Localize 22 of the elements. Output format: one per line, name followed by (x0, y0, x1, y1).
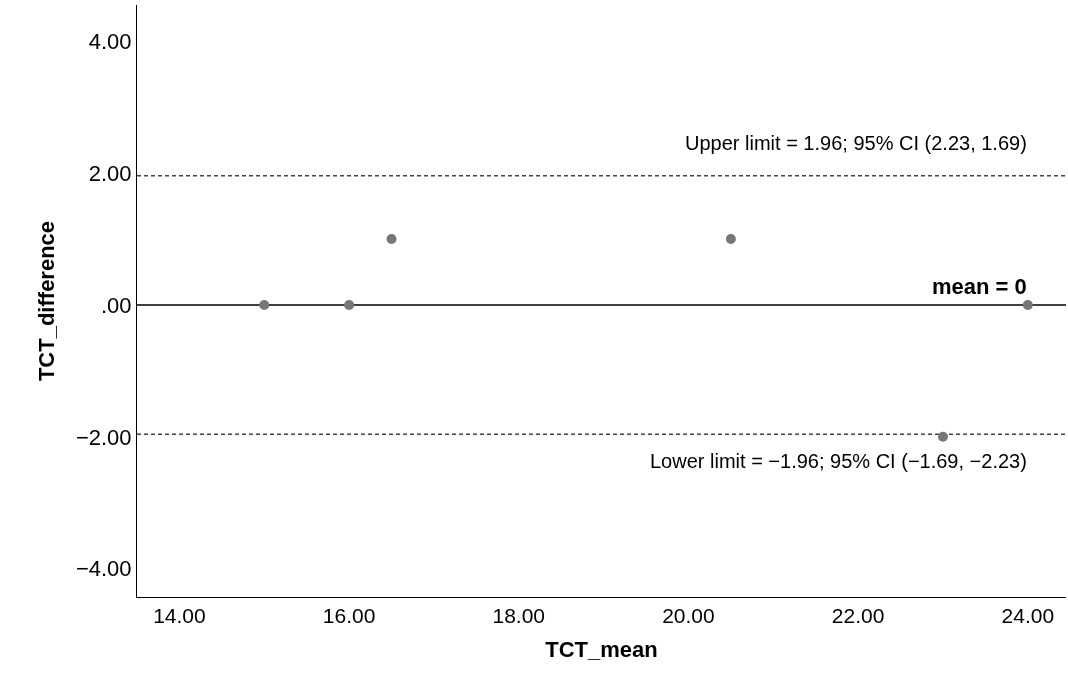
x-tick-label: 22.00 (831, 604, 885, 628)
point (937, 431, 948, 442)
y-tick-label: −4.00 (75, 556, 132, 582)
ref-line-label: Upper limit = 1.96; 95% CI (2.23, 1.69) (685, 132, 1027, 154)
point (386, 234, 397, 245)
ref-line-label: Lower limit = −1.96; 95% CI (−1.69, −2.23) (650, 450, 1027, 472)
y-tick-label: .00 (101, 292, 132, 318)
point (725, 234, 736, 245)
x-tick-label: 14.00 (153, 604, 206, 628)
point (344, 299, 355, 310)
y-tick-label: 4.00 (88, 28, 132, 54)
x-tick-label: 16.00 (322, 604, 376, 628)
point (259, 299, 270, 310)
point (1022, 299, 1033, 310)
ref-line-label: mean = 0 (932, 274, 1027, 299)
x-axis-title: TCT_mean (545, 637, 658, 663)
y-tick-label: −2.00 (75, 424, 132, 450)
y-axis-title: TCT_difference (33, 220, 59, 382)
x-tick-label: 18.00 (492, 604, 546, 628)
x-tick-label: 24.00 (1001, 604, 1055, 628)
y-tick-label: 2.00 (88, 160, 132, 186)
x-tick-label: 20.00 (662, 604, 715, 628)
